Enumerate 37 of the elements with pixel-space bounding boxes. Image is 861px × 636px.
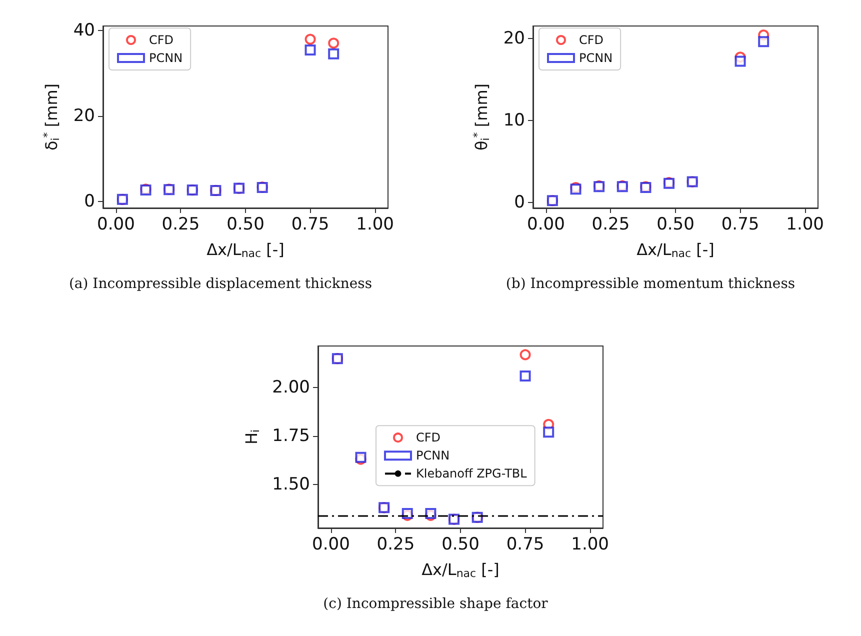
legend-label: PCNN (416, 448, 450, 463)
text: (b) Incompressible momentum thickness (506, 276, 796, 292)
y-tick-label: 20 (503, 28, 525, 48)
y-tick-label: 10 (503, 110, 525, 130)
y-tick-label: 1.50 (272, 474, 310, 494)
x-tick-label: 0.50 (656, 214, 694, 234)
y-tick-label: 0 (514, 192, 525, 212)
legend-label: Klebanoff ZPG-TBL (416, 466, 528, 481)
text: (a) Incompressible displacement thickness (68, 276, 372, 292)
x-tick-label: 0.75 (291, 214, 330, 234)
x-tick-label: 0.25 (376, 534, 415, 554)
y-axis-title: Hi (242, 429, 262, 445)
x-tick-label: 0.25 (162, 214, 200, 234)
y-axis-title: θi* [mm] (471, 83, 492, 151)
legend-label: CFD (579, 33, 604, 47)
y-tick-label: 40 (73, 20, 95, 40)
x-tick-label: 0.75 (506, 534, 544, 554)
legend-label: CFD (149, 33, 174, 47)
x-tick-label: 0.25 (592, 214, 630, 234)
y-tick-label: 1.75 (272, 426, 310, 446)
x-tick-label: 0.00 (97, 214, 135, 234)
text: (c) Incompressible shape factor (323, 596, 548, 612)
x-tick-label: 0.00 (312, 534, 350, 554)
y-tick-label: 2.00 (272, 378, 310, 398)
x-tick-label: 0.00 (527, 214, 565, 234)
legend-label: PCNN (579, 51, 613, 65)
legend-label: PCNN (149, 51, 183, 65)
legend-label: CFD (416, 430, 441, 445)
x-tick-label: 1.00 (786, 214, 824, 234)
x-tick-label: 0.50 (442, 534, 480, 554)
x-tick-label: 0.50 (226, 214, 264, 234)
x-tick-label: 0.75 (721, 214, 760, 234)
x-tick-label: 1.00 (356, 214, 394, 234)
y-tick-label: 20 (73, 106, 95, 126)
y-axis-title: δi* [mm] (41, 83, 62, 151)
x-tick-label: 1.00 (571, 534, 609, 554)
y-tick-label: 0 (84, 192, 95, 212)
